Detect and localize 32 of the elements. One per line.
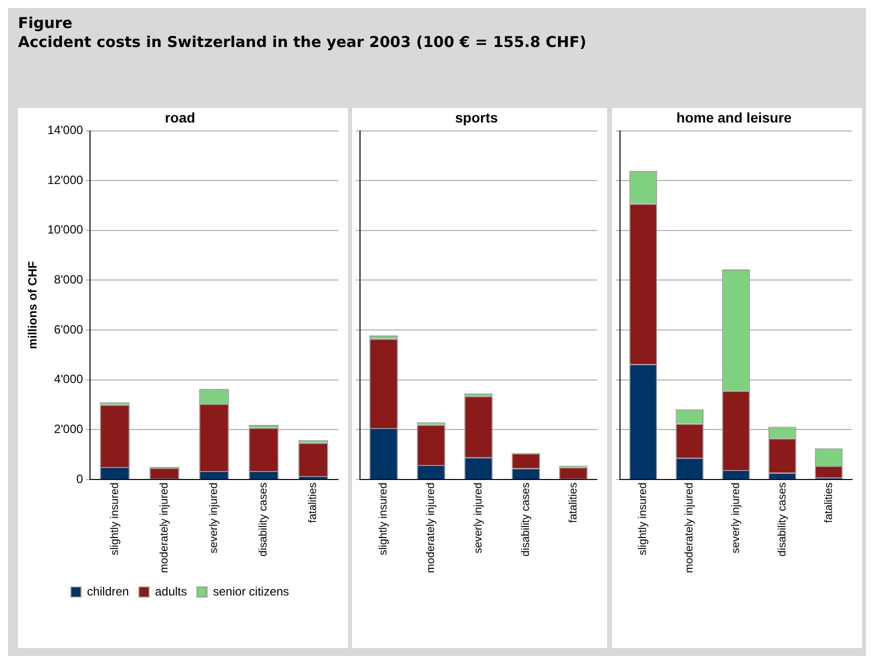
x-tick-label: fatalities (822, 482, 835, 523)
text: Accident costs in Switzerland in the year 2003 (100 € = 155.8 CHF) (18, 33, 586, 52)
x-tick-label: severly injured (472, 482, 485, 554)
legend-label: children (86, 584, 129, 598)
x-tick-label: disability cases (520, 482, 532, 556)
y-tick-label: 10'000 (47, 222, 84, 237)
x-tick-label: slightly insured (378, 482, 390, 556)
x-tick-label: disability cases (776, 482, 788, 556)
x-tick-label: disability cases (258, 482, 270, 556)
y-tick-label: 8'000 (54, 272, 84, 287)
chart-title: sports (455, 109, 498, 126)
y-tick-label: 4'000 (54, 372, 84, 386)
x-tick-label: slightly insured (637, 482, 650, 556)
legend-label: adults (154, 584, 188, 598)
chart-title: road (164, 109, 196, 126)
x-tick-label: fatalities (567, 482, 580, 523)
legend-label: senior citizens (213, 584, 290, 598)
x-tick-label: severly injured (730, 482, 742, 554)
y-axis-title: millions of CHF (26, 261, 40, 350)
x-tick-label: moderately injured (425, 482, 438, 574)
y-tick-label: 0 (76, 472, 84, 486)
y-tick-label: 14'000 (47, 123, 84, 138)
chart-title: home and leisure (676, 109, 792, 126)
y-tick-label: 12'000 (47, 172, 84, 187)
y-tick-label: 6'000 (54, 322, 84, 336)
text: Figure (18, 14, 74, 33)
x-tick-label: slightly insured (108, 482, 121, 556)
y-tick-label: 2'000 (54, 422, 84, 436)
x-tick-label: moderately injured (158, 482, 170, 574)
x-tick-label: moderately injured (684, 482, 696, 574)
x-tick-label: severly injured (208, 482, 220, 554)
x-tick-label: fatalities (307, 482, 320, 523)
